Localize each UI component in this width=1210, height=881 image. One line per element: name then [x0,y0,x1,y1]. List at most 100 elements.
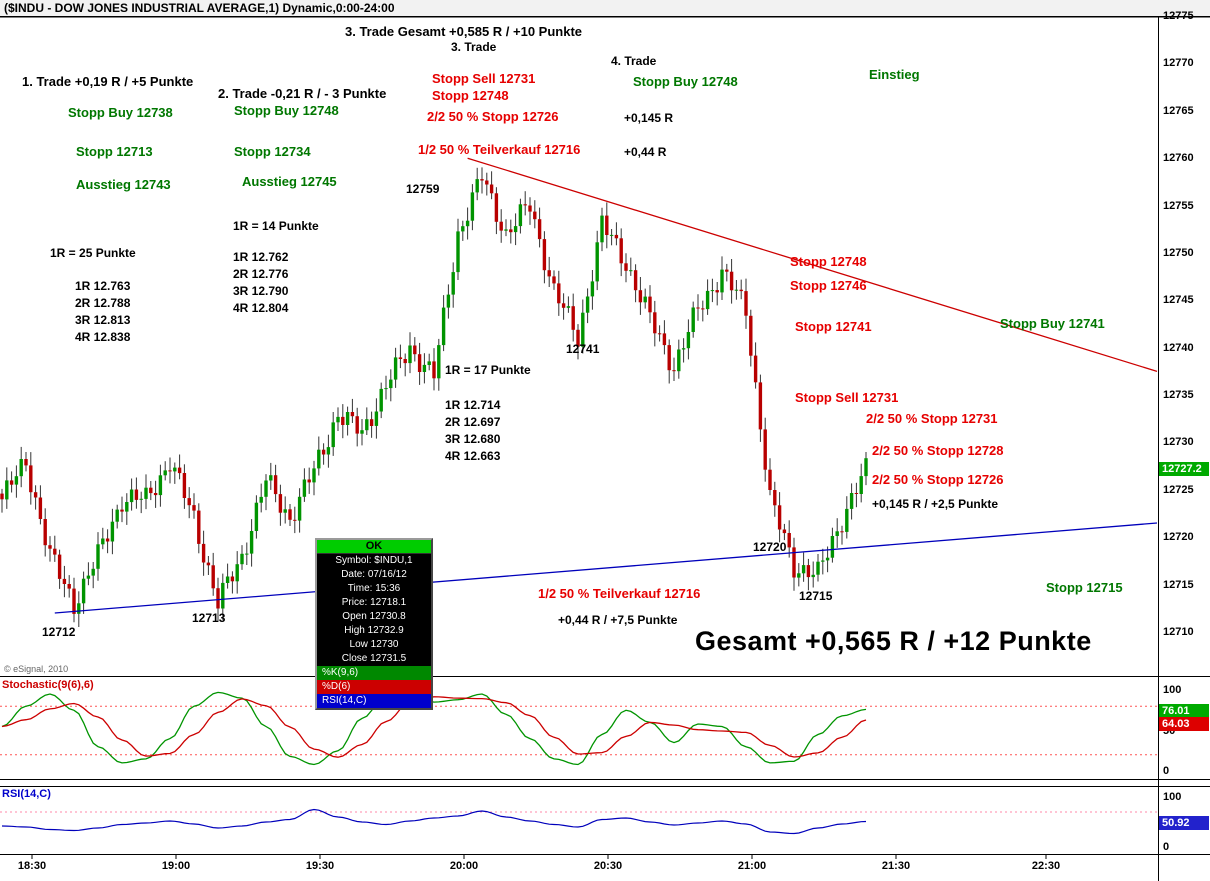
annotation-stopp-buy-12748-a: Stopp Buy 12748 [234,103,339,118]
time-axis[interactable]: 18:30 19:00 19:30 20:00 20:30 21:00 21:30 22:30 [0,858,1158,881]
price-axis-label: 12745 [1163,294,1194,306]
price-axis-label: 12740 [1163,342,1194,354]
annotation-low-12741: 12741 [566,342,600,356]
annotation-stopp-sell-12731-a: Stopp Sell 12731 [432,71,536,86]
annotation-einstieg: Einstieg [869,67,920,82]
annotation-high-12759: 12759 [406,182,440,196]
price-axis-label: 12765 [1163,105,1194,117]
annotation-stopp-12713: Stopp 12713 [76,144,153,159]
rsi-axis-label: 100 [1163,791,1182,803]
time-axis-label: 22:30 [1031,860,1061,872]
window-title: ($INDU - DOW JONES INDUSTRIAL AVERAGE,1)… [4,1,395,15]
price-axis-label: 12775 [1163,10,1194,22]
time-axis-label: 18:30 [17,860,47,872]
stochastic-label: Stochastic(9(6),6) [2,679,94,691]
candlesticks [0,167,868,627]
data-window: OK Symbol: $INDU,1 Date: 07/16/12 Time: … [315,538,433,710]
annotation-1r-14: 1R = 14 Punkte [233,219,319,233]
annotation-r-targets-3: 1R 12.714 2R 12.697 3R 12.680 4R 12.663 [445,398,501,463]
annotation-1r-25: 1R = 25 Punkte [50,246,136,260]
tooltip-date: Date: 07/16/12 [341,569,407,580]
time-axis-label: 21:00 [737,860,767,872]
rsi-label: RSI(14,C) [2,788,51,800]
price-axis-label: 12755 [1163,200,1194,212]
ok-button[interactable]: OK [317,540,431,554]
trendline-resistance [467,157,1158,373]
price-axis-label: 12725 [1163,484,1194,496]
price-axis-label: 12770 [1163,57,1194,69]
annotation-r-targets-1: 1R 12.763 2R 12.788 3R 12.813 4R 12.838 [75,279,131,344]
annotation-1r-17: 1R = 17 Punkte [445,363,531,377]
price-axis-label: 12730 [1163,436,1194,448]
annotation-ausstieg-12745: Ausstieg 12745 [242,174,337,189]
annotation-r-targets-2: 1R 12.762 2R 12.776 3R 12.790 4R 12.804 [233,250,289,315]
annotation-stopp-buy-12741: Stopp Buy 12741 [1000,316,1105,331]
annotation-stopp-12748-a: Stopp 12748 [432,88,509,103]
tooltip-low: Low 12730 [349,639,399,650]
time-axis-label: 20:30 [593,860,623,872]
price-axis-label: 12715 [1163,579,1194,591]
time-axis-label: 21:30 [881,860,911,872]
annotation-r44: +0,44 R [624,145,667,159]
stochastic-axis-label: 0 [1163,765,1170,777]
tooltip-open: Open 12730.8 [342,611,406,622]
tooltip-symbol: Symbol: $INDU,1 [335,555,413,566]
stochastic-d-line [1,696,867,758]
stochastic-k-line [1,691,867,766]
annotation-trade3: 3. Trade [451,40,497,54]
annotation-50pct-stopp-12726-b: 2/2 50 % Stopp 12726 [872,472,1004,487]
rsi-axis-label: 0 [1163,841,1170,853]
annotation-r145-points: +0,145 R / +2,5 Punkte [872,497,999,511]
last-price-badge: 12727.2 [1159,462,1209,476]
trendline-support [54,522,1158,614]
annotation-total-result: Gesamt +0,565 R / +12 Punkte [695,626,1092,656]
stochastic-axis-label: 100 [1163,684,1182,696]
annotation-stopp-12741: Stopp 12741 [795,319,872,334]
time-axis-label: 19:30 [305,860,335,872]
annotation-ausstieg-12743: Ausstieg 12743 [76,177,171,192]
annotation-r145: +0,145 R [624,111,674,125]
annotation-r44-points: +0,44 R / +7,5 Punkte [558,613,678,627]
tooltip-rsi-row: RSI(14,C) [317,694,431,708]
price-axis-label: 12750 [1163,247,1194,259]
annotation-stopp-12734: Stopp 12734 [234,144,311,159]
price-axis-label: 12720 [1163,531,1194,543]
annotation-stopp-sell-12731-b: Stopp Sell 12731 [795,390,899,405]
rsi-line [1,808,867,835]
stochastic-k-badge: 76.01 [1159,704,1209,718]
price-axis-label: 12735 [1163,389,1194,401]
time-axis-label: 19:00 [161,860,191,872]
annotation-teilverkauf-12716-a: 1/2 50 % Teilverkauf 12716 [418,142,581,157]
tooltip-price: Price: 12718.1 [341,597,407,608]
annotation-50pct-stopp-12728: 2/2 50 % Stopp 12728 [872,443,1004,458]
tooltip-d-row: %D(6) [317,680,431,694]
price-axis[interactable]: 12775 12770 12765 12760 12755 12750 12745 12740… [1159,0,1210,881]
price-axis-label: 12710 [1163,626,1194,638]
annotation-stopp-buy-12738: Stopp Buy 12738 [68,105,173,120]
annotation-low-12715: 12715 [799,589,833,603]
annotation-trade4: 4. Trade [611,54,657,68]
rsi-value-badge: 50.92 [1159,816,1209,830]
tooltip-k-row: %K(9,6) [317,666,431,680]
annotation-teilverkauf-12716-b: 1/2 50 % Teilverkauf 12716 [538,586,701,601]
annotation-trade2: 2. Trade -0,21 R / - 3 Punkte [218,86,387,101]
stochastic-d-badge: 64.03 [1159,717,1209,731]
annotation-low-12712: 12712 [42,625,76,639]
annotation-trade1: 1. Trade +0,19 R / +5 Punkte [22,74,194,89]
annotation-stopp-12748-b: Stopp 12748 [790,254,867,269]
annotation-50pct-stopp-12731: 2/2 50 % Stopp 12731 [866,411,998,426]
price-axis-label: 12760 [1163,152,1194,164]
annotation-trade3-total: 3. Trade Gesamt +0,585 R / +10 Punkte [345,24,583,39]
annotation-low-12713: 12713 [192,611,226,625]
annotation-stopp-buy-12748-b: Stopp Buy 12748 [633,74,738,89]
annotation-50pct-stopp-12726-a: 2/2 50 % Stopp 12726 [427,109,559,124]
tooltip-high: High 12732.9 [344,625,404,636]
tooltip-close: Close 12731.5 [341,653,407,664]
tooltip-time: Time: 15:36 [347,583,401,594]
annotation-stopp-12746: Stopp 12746 [790,278,867,293]
copyright-notice: © eSignal, 2010 [4,664,69,674]
annotation-stopp-12715: Stopp 12715 [1046,580,1123,595]
time-axis-label: 20:00 [449,860,479,872]
